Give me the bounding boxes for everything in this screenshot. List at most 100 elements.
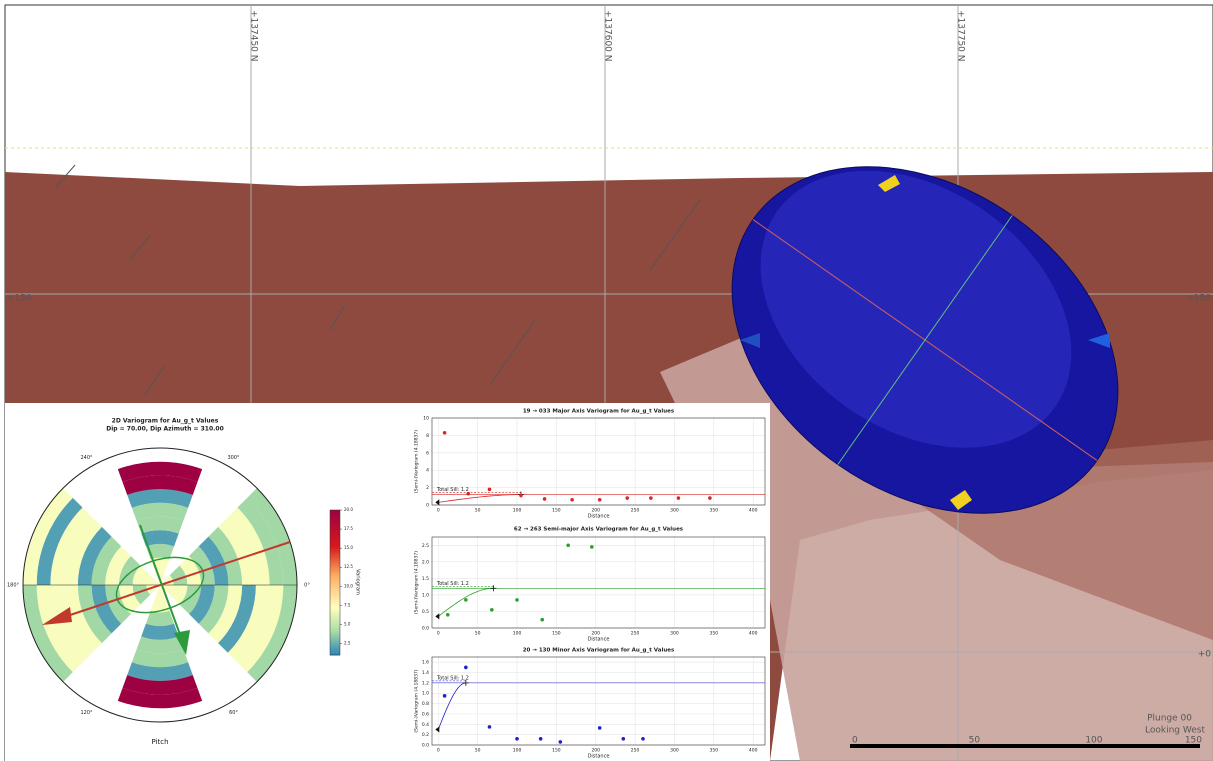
colorbar-slice	[330, 635, 340, 639]
heat-cell	[127, 489, 193, 508]
search-ellipsoid	[731, 166, 1119, 514]
heat-cell	[247, 488, 297, 585]
chart-title: 20 → 130 Minor Axis Variogram for Au_g_t…	[523, 648, 675, 654]
colorbar-slice	[330, 589, 340, 593]
range-marker	[490, 585, 497, 592]
colorbar-slice	[330, 531, 340, 535]
x-axis-label: Distance	[588, 514, 610, 520]
heat-cell	[227, 507, 270, 585]
y-tick-label: 1.0	[422, 592, 429, 598]
colorbar-slice	[330, 568, 340, 571]
drillhole	[649, 199, 701, 271]
x-tick-label: 400	[749, 508, 758, 514]
angle-label: 300°	[227, 455, 240, 461]
heat-cell	[118, 585, 141, 615]
y-tick-label: 1.4	[422, 670, 429, 676]
plot-frame	[431, 417, 766, 506]
data-point	[487, 725, 492, 729]
data-point	[597, 497, 602, 502]
heat-cell	[131, 649, 189, 668]
x-tick-label: 400	[749, 748, 758, 754]
sill-label: Total Sill: 1.2	[436, 675, 469, 681]
data-point	[515, 736, 519, 741]
colorbar-slice	[330, 522, 340, 525]
heat-cell	[77, 585, 112, 644]
chart-subtitle: Dip = 70.00, Dip Azimuth = 310.00	[106, 426, 224, 433]
colorbar-slice	[330, 512, 340, 516]
colorbar-label: Variogram	[355, 569, 361, 595]
heat-cell	[169, 585, 188, 605]
model-curve	[438, 494, 521, 503]
colorbar-slice	[330, 539, 340, 542]
x-tick-label: 50	[475, 631, 481, 637]
nugget-marker	[435, 499, 440, 506]
north-label: +137750 N	[956, 10, 966, 62]
elevation-label: +150	[1186, 294, 1211, 304]
minor-direction	[139, 524, 183, 641]
x-tick-label: 250	[631, 748, 640, 754]
colorbar-frame	[329, 509, 341, 656]
heat-cell	[50, 585, 93, 663]
heat-cell	[237, 585, 284, 673]
heat-cell	[146, 575, 160, 585]
major-direction	[54, 541, 291, 621]
heat-cell	[91, 536, 122, 585]
colorbar-slice	[330, 572, 340, 576]
data-point	[542, 497, 547, 501]
heat-cell	[50, 507, 93, 585]
data-point	[621, 736, 626, 741]
colorbar-slice	[330, 524, 340, 528]
x-tick-label: 0	[437, 748, 440, 754]
nugget-marker	[435, 613, 440, 620]
heat-cell	[247, 585, 297, 682]
x-tick-label: 300	[670, 631, 679, 637]
y-tick-label: 0.2	[422, 732, 429, 738]
sill-label: Total Sill: 1.2	[436, 581, 469, 587]
heat-cell	[146, 585, 160, 595]
plot-frame	[431, 536, 766, 629]
colorbar-slice	[330, 584, 340, 588]
colorbar-slice	[330, 580, 340, 583]
colorbar-slice	[330, 543, 340, 547]
data-point	[442, 430, 447, 435]
semi-major-axis	[837, 215, 1013, 465]
model-curve	[437, 682, 466, 730]
colorbar-slice	[330, 575, 340, 579]
heat-cell	[189, 546, 215, 585]
colorbar-slice	[330, 626, 340, 629]
colorbar-slice	[330, 638, 340, 641]
chart-title: 2D Variogram for Au_g_t Values	[112, 418, 219, 425]
x-tick-label: 400	[749, 631, 758, 637]
colorbar-slice	[330, 597, 340, 600]
scale-label: 150	[1185, 736, 1202, 746]
colorbar-slice	[330, 546, 340, 550]
colorbar-slice	[330, 645, 340, 649]
angle-label: 180°	[7, 583, 20, 589]
colorbar-slice	[330, 570, 340, 574]
y-tick-label: 0.4	[422, 722, 429, 728]
heat-cell	[136, 516, 184, 534]
x-tick-label: 200	[591, 748, 600, 754]
data-point	[649, 496, 653, 500]
colorbar-slice	[330, 613, 340, 617]
data-point	[625, 496, 630, 500]
data-point	[641, 736, 645, 741]
colorbar-slice	[330, 592, 340, 596]
handle[interactable]	[740, 333, 760, 348]
heat-cell	[23, 585, 73, 682]
colorbar-slice	[330, 640, 340, 644]
y-tick-label: 10	[423, 416, 429, 422]
data-point	[676, 496, 681, 500]
x-tick-label: 50	[475, 508, 481, 514]
view-label: Looking West	[1145, 726, 1205, 736]
x-tick-label: 300	[670, 508, 679, 514]
x-tick-label: 150	[552, 748, 561, 754]
handle[interactable]	[1088, 333, 1110, 348]
colorbar-slice	[330, 618, 340, 622]
handle[interactable]	[950, 490, 972, 510]
colorbar-slice	[330, 582, 340, 586]
handle[interactable]	[878, 175, 900, 192]
x-tick-label: 250	[631, 508, 640, 514]
colorbar-slice	[330, 517, 340, 521]
